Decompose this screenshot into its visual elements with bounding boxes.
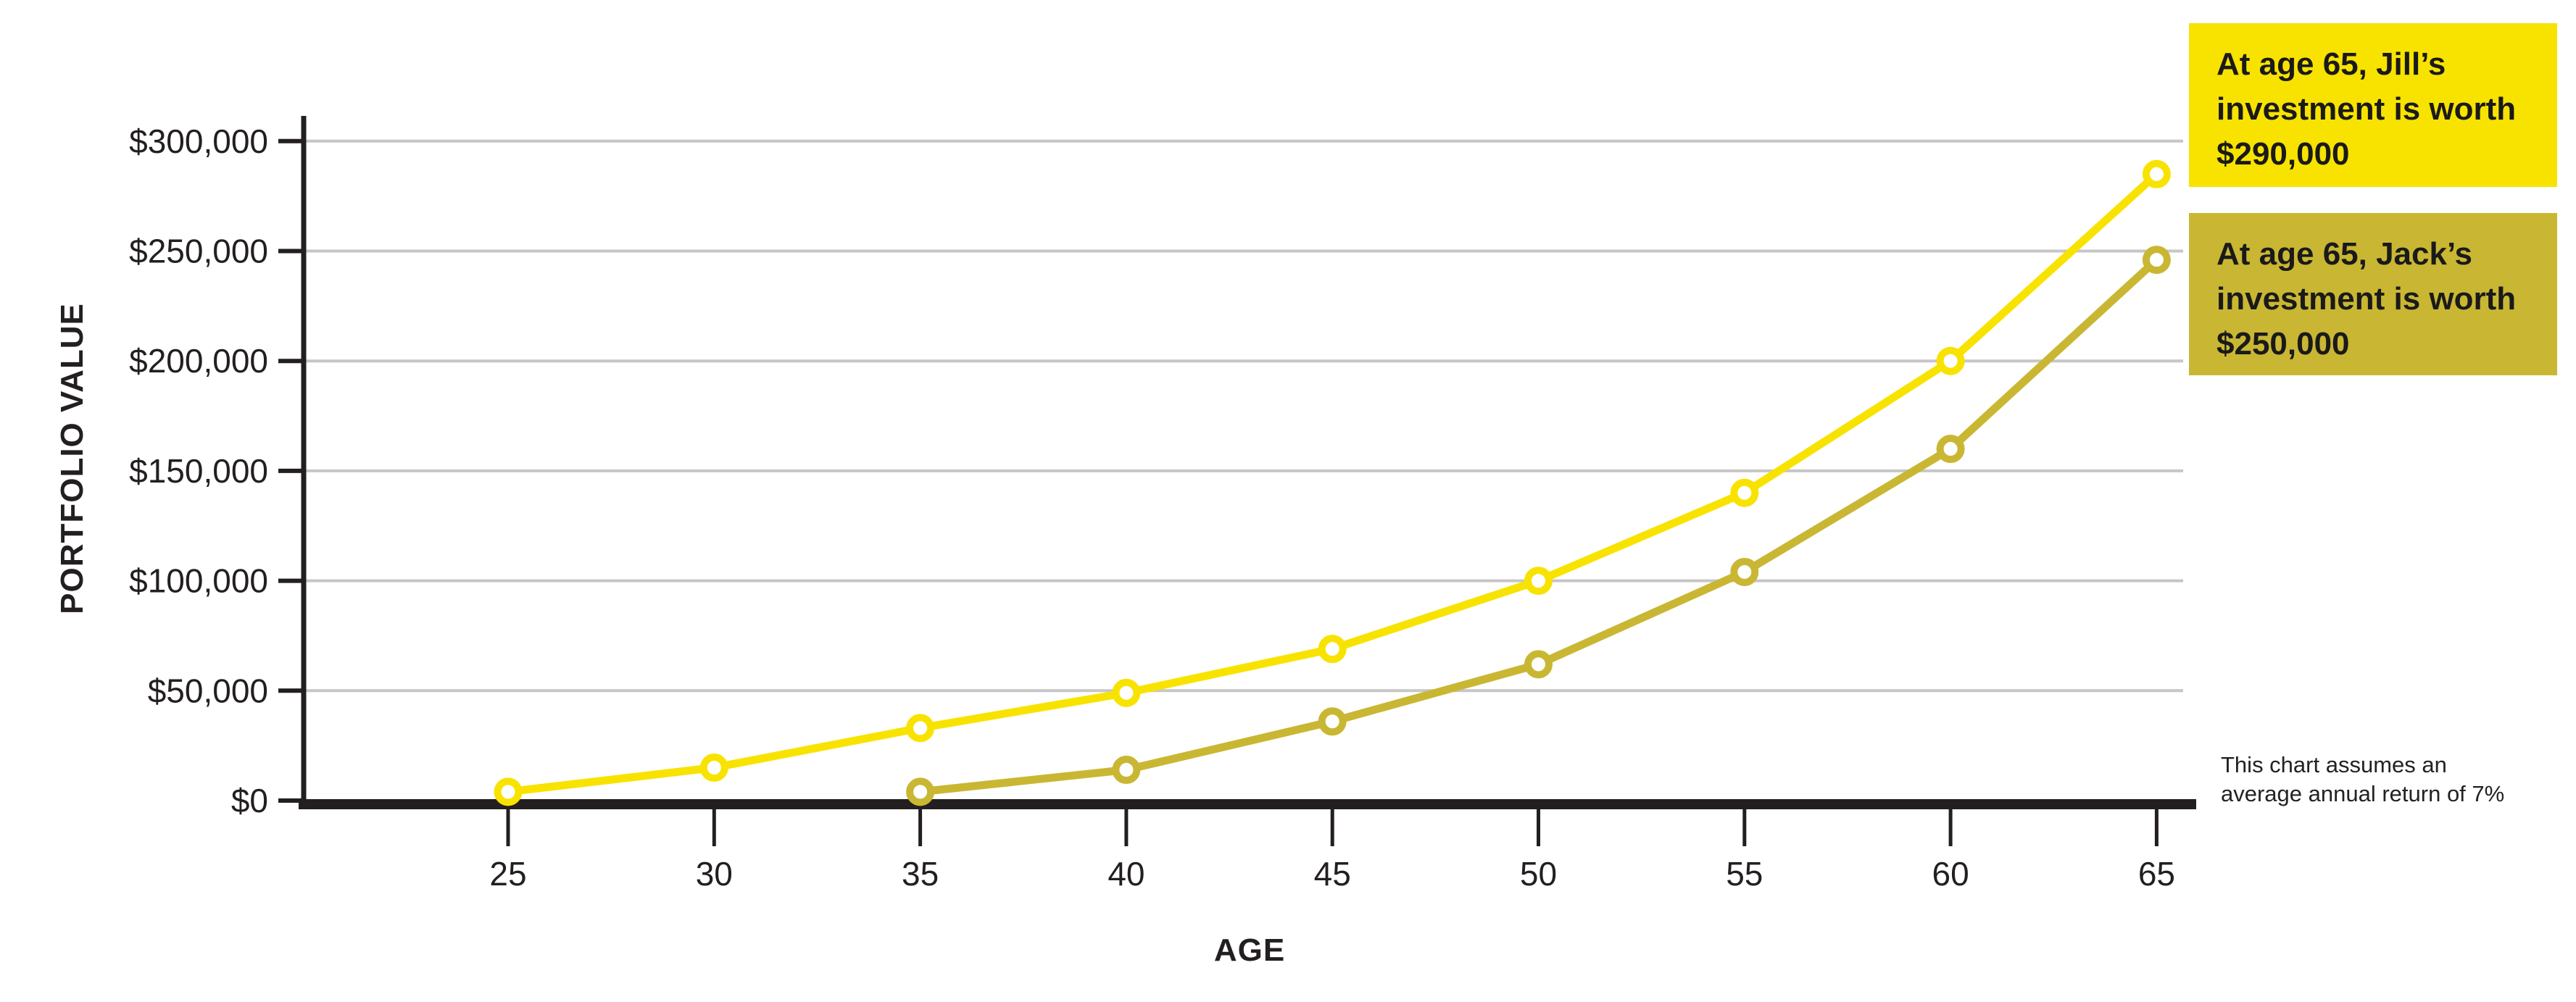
x-axis-title: AGE — [1213, 932, 1286, 968]
x-tick-label-1: 30 — [696, 855, 733, 893]
x-tick-label-8: 65 — [2138, 855, 2175, 893]
y-axis-title: PORTFOLIO VALUE — [54, 303, 90, 614]
data-point-jack-65 — [2142, 246, 2171, 275]
footnote-line-1: This chart assumes an — [2221, 752, 2447, 777]
data-point-jack-50 — [1524, 650, 1553, 679]
x-tick-label-3: 40 — [1108, 855, 1144, 893]
data-point-jill-55 — [1730, 478, 1759, 507]
x-tick-label-2: 35 — [902, 855, 939, 893]
x-tick-label-0: 25 — [489, 855, 526, 893]
data-point-jack-40 — [1112, 756, 1141, 785]
series-line-jill — [504, 170, 2161, 796]
data-point-jack-55 — [1730, 557, 1759, 586]
data-point-jill-60 — [1936, 346, 1965, 375]
data-point-jill-65 — [2142, 159, 2171, 188]
data-point-jack-45 — [1318, 707, 1347, 736]
x-tick-label-4: 45 — [1314, 855, 1351, 893]
y-tick-label-5: $250,000 — [129, 233, 268, 270]
x-tick-label-7: 60 — [1932, 855, 1969, 893]
data-point-jack-35 — [906, 777, 935, 806]
data-point-jill-40 — [1112, 678, 1141, 707]
y-tick-label-0: $0 — [231, 782, 268, 819]
data-point-jill-45 — [1318, 635, 1347, 664]
annotation-jill-line-2: investment is worth — [2216, 91, 2517, 127]
footnote-line-2: average annual return of 7% — [2221, 781, 2505, 806]
data-point-jill-50 — [1524, 567, 1553, 596]
y-tick-label-2: $100,000 — [129, 562, 268, 600]
annotation-jack-line-2: investment is worth — [2216, 281, 2517, 317]
data-point-jill-25 — [494, 777, 523, 806]
y-tick-label-1: $50,000 — [148, 672, 268, 709]
annotation-jack-callout: At age 65, Jack’s investment is worth $2… — [2189, 213, 2557, 375]
annotation-jack-line-3: $250,000 — [2216, 326, 2350, 362]
x-tick-label-6: 55 — [1726, 855, 1763, 893]
data-point-jack-60 — [1936, 435, 1965, 464]
data-point-jill-30 — [699, 753, 728, 782]
x-tick-label-5: 50 — [1520, 855, 1557, 893]
footnote: This chart assumes an average annual ret… — [2221, 751, 2504, 809]
y-tick-label-3: $150,000 — [129, 452, 268, 490]
annotation-jill-line-1: At age 65, Jill’s — [2216, 46, 2446, 82]
y-tick-label-4: $200,000 — [129, 342, 268, 380]
data-point-jill-35 — [906, 714, 935, 743]
annotation-jack-line-1: At age 65, Jack’s — [2216, 236, 2473, 272]
y-tick-label-6: $300,000 — [129, 122, 268, 160]
annotation-jill-callout: At age 65, Jill’s investment is worth $2… — [2189, 23, 2557, 187]
annotation-jill-line-3: $290,000 — [2216, 136, 2350, 172]
